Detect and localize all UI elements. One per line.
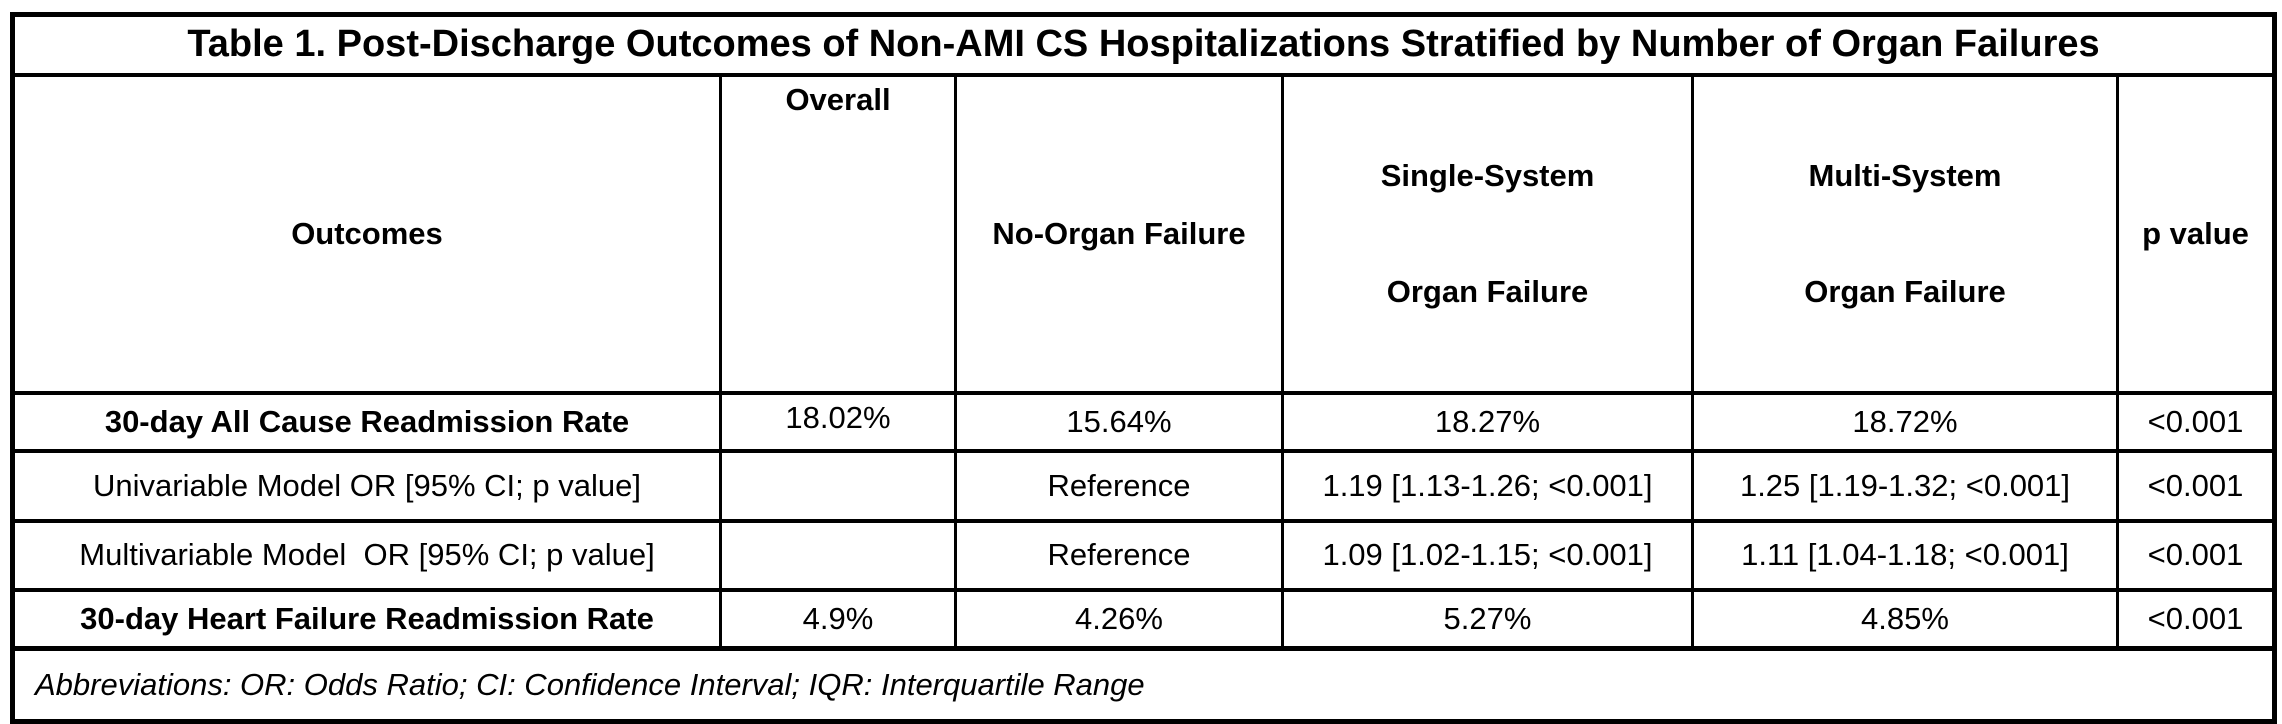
cell-no-organ-failure: 4.26% <box>954 588 1284 651</box>
column-header-multi-system-line2: Organ Failure <box>1804 273 2006 309</box>
cell-multi-system: 4.85% <box>1691 588 2119 651</box>
cell-outcome-label: 30-day Heart Failure Readmission Rate <box>11 588 722 651</box>
cell-outcome-label: Univariable Model OR [95% CI; p value] <box>11 449 722 523</box>
table-header-row: Outcomes Overall No-Organ Failure Single… <box>11 73 2277 395</box>
table-title: Table 1. Post-Discharge Outcomes of Non-… <box>10 12 2277 77</box>
cell-p-value: <0.001 <box>2115 588 2277 651</box>
cell-p-value: <0.001 <box>2115 391 2277 453</box>
cell-no-organ-failure: 15.64% <box>954 391 1284 453</box>
cell-p-value: <0.001 <box>2115 449 2277 523</box>
outcomes-table: Table 1. Post-Discharge Outcomes of Non-… <box>10 12 2278 724</box>
cell-single-system: 18.27% <box>1281 391 1694 453</box>
column-header-no-organ-failure: No-Organ Failure <box>954 73 1284 395</box>
abbreviations-footnote: Abbreviations: OR: Odds Ratio; CI: Confi… <box>10 646 2277 724</box>
table-footnote-row: Abbreviations: OR: Odds Ratio; CI: Confi… <box>10 646 2277 724</box>
cell-overall <box>719 449 957 523</box>
cell-no-organ-failure: Reference <box>954 519 1284 592</box>
column-header-single-system-line1: Single-System <box>1380 157 1595 193</box>
cell-multi-system: 1.25 [1.19-1.32; <0.001] <box>1691 449 2119 523</box>
table-row-heart-failure-readmission: 30-day Heart Failure Readmission Rate 4.… <box>11 588 2277 651</box>
column-header-p-value: p value <box>2115 73 2277 395</box>
table-row-multivariable-model: Multivariable Model OR [95% CI; p value]… <box>11 519 2277 592</box>
cell-no-organ-failure: Reference <box>954 449 1284 523</box>
cell-single-system: 5.27% <box>1281 588 1694 651</box>
column-header-single-system-line2: Organ Failure <box>1386 273 1589 309</box>
cell-p-value: <0.001 <box>2115 519 2277 592</box>
cell-overall: 4.9% <box>719 588 957 651</box>
cell-single-system: 1.09 [1.02-1.15; <0.001] <box>1281 519 1694 592</box>
table-title-row: Table 1. Post-Discharge Outcomes of Non-… <box>10 12 2277 77</box>
column-header-single-system: Single-System Organ Failure <box>1281 73 1694 395</box>
cell-single-system: 1.19 [1.13-1.26; <0.001] <box>1281 449 1694 523</box>
page: Table 1. Post-Discharge Outcomes of Non-… <box>10 12 2278 724</box>
cell-outcome-label: 30-day All Cause Readmission Rate <box>11 391 722 453</box>
cell-multi-system: 18.72% <box>1691 391 2119 453</box>
column-header-outcomes: Outcomes <box>11 73 722 395</box>
table-row-all-cause-readmission: 30-day All Cause Readmission Rate 18.02%… <box>11 391 2277 453</box>
column-header-multi-system: Multi-System Organ Failure <box>1691 73 2119 395</box>
column-header-overall: Overall <box>719 73 957 395</box>
cell-multi-system: 1.11 [1.04-1.18; <0.001] <box>1691 519 2119 592</box>
cell-outcome-label: Multivariable Model OR [95% CI; p value] <box>11 519 722 592</box>
cell-overall: 18.02% <box>719 391 957 453</box>
table-row-univariable-model: Univariable Model OR [95% CI; p value] R… <box>11 449 2277 523</box>
cell-overall <box>719 519 957 592</box>
column-header-multi-system-line1: Multi-System <box>1808 157 2002 193</box>
